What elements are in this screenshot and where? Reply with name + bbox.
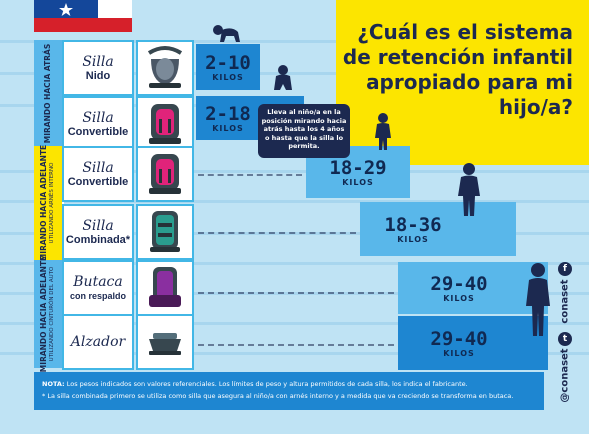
section-label-forward-harness: MIRANDO HACIA ADELANTE UTILIZANDO ARNÉS …	[34, 144, 64, 262]
seat-name-nido: Silla Nido	[62, 40, 134, 96]
seat-name-main: Convertible	[67, 125, 129, 138]
flag-red-field	[34, 18, 132, 32]
seat-name-script: Silla	[82, 53, 114, 70]
background-stripe	[0, 200, 589, 203]
seat-image-convertible-forward	[136, 146, 194, 202]
seat-name-main: con respaldo	[69, 290, 126, 301]
background-stripe	[0, 262, 589, 265]
seat-name-butaca: Butaca con respaldo	[62, 260, 134, 316]
seat-name-convertible-forward: Silla Convertible	[62, 146, 134, 202]
seat-image-combinada	[136, 204, 194, 260]
footer-note-text: Los pesos indicados son valores referenc…	[66, 380, 468, 388]
social-handles: f conaset t @conaset	[556, 258, 576, 408]
child-icon	[458, 163, 480, 216]
weight-range-value: 2-18	[205, 102, 251, 125]
footer-asterisk-text: * La silla combinada primero se utiliza …	[42, 392, 514, 400]
seat-name-main: Convertible	[67, 175, 129, 188]
seat-name-main: Combinada*	[65, 233, 131, 246]
weight-range-value: 18-36	[384, 213, 442, 236]
weight-range-value: 29-40	[430, 272, 488, 295]
seat-name-script: Butaca	[73, 273, 123, 290]
seat-name-script: Alzador	[70, 334, 126, 350]
sitting-baby-icon	[274, 65, 292, 90]
seat-name-script: Silla	[82, 109, 114, 126]
weight-range-unit: KILOS	[342, 177, 374, 187]
background-stripe	[0, 352, 589, 355]
section-label-rear-facing: MIRANDO HACIA ATRÁS	[34, 40, 64, 146]
weight-range-value: 18-29	[329, 156, 387, 179]
footer-note-label: NOTA:	[42, 380, 65, 388]
seat-name-alzador: Alzador	[62, 314, 134, 370]
dashed-guide-line	[198, 174, 302, 176]
seat-image-nido	[136, 40, 194, 96]
section-sublabel-text: UTILIZANDO CINTURÓN DEL AUTO	[49, 266, 55, 362]
dashed-guide-line	[198, 232, 356, 234]
flag-white-field	[98, 0, 132, 18]
booster-cushion-icon	[149, 333, 181, 355]
section-sublabel-text: UTILIZANDO ARNÉS INTERNO	[49, 162, 55, 244]
seat-name-script: Silla	[82, 159, 114, 176]
crawling-baby-icon	[213, 25, 240, 42]
footer-notes: NOTA: Los pesos indicados son valores re…	[34, 372, 544, 410]
weight-range-unit: KILOS	[397, 234, 429, 244]
twitter-handle[interactable]: @conaset	[559, 348, 571, 403]
facebook-icon[interactable]: f	[558, 262, 572, 276]
section-label-text: MIRANDO HACIA ADELANTE	[39, 144, 48, 262]
footer-note-line: NOTA: Los pesos indicados son valores re…	[42, 378, 536, 390]
toddler-icon	[375, 113, 391, 150]
weight-range-unit: KILOS	[212, 123, 244, 133]
weight-range-value: 2-10	[205, 51, 251, 74]
rear-facing-note: Lleva al niño/a en la posición mirando h…	[258, 104, 350, 158]
facebook-handle[interactable]: conaset	[559, 279, 571, 324]
seat-image-alzador	[136, 314, 194, 370]
seat-image-convertible-rear	[136, 96, 194, 152]
seat-name-main: Nido	[85, 69, 111, 82]
section-label-text: MIRANDO HACIA ADELANTE	[39, 255, 48, 373]
convertible-seat-icon	[149, 104, 181, 144]
infant-carrier-icon	[147, 46, 183, 88]
seat-name-combinada: Silla Combinada*	[62, 204, 134, 260]
background-stripe	[0, 170, 589, 173]
background-stripe	[0, 72, 589, 75]
weight-range-unit: KILOS	[212, 72, 244, 82]
weight-range-combinada: 18-36 KILOS	[360, 202, 516, 256]
twitter-icon[interactable]: t	[558, 332, 572, 346]
weight-range-unit: KILOS	[443, 293, 475, 303]
section-label-text: MIRANDO HACIA ATRÁS	[43, 43, 53, 143]
weight-range-nido: 2-10 KILOS	[196, 44, 260, 90]
section-label-forward-belt: MIRANDO HACIA ADELANTE UTILIZANDO CINTUR…	[34, 256, 64, 372]
seat-name-convertible-rear: Silla Convertible	[62, 96, 134, 152]
dashed-guide-line	[198, 292, 394, 294]
seat-name-script: Silla	[82, 217, 114, 234]
booster-backrest-icon	[149, 267, 181, 307]
weight-range-alzador: 29-40 KILOS	[398, 316, 548, 370]
older-child-icon	[526, 263, 550, 336]
background-stripe	[0, 322, 589, 325]
seat-image-butaca	[136, 260, 194, 316]
weight-range-butaca: 29-40 KILOS	[398, 262, 548, 314]
question-title: ¿Cuál es el sistema de retención infanti…	[342, 20, 573, 119]
weight-range-unit: KILOS	[443, 348, 475, 358]
weight-range-value: 29-40	[430, 327, 488, 350]
combination-seat-icon	[150, 211, 180, 252]
convertible-seat-icon	[149, 154, 181, 194]
flag-blue-field	[34, 0, 98, 18]
dashed-guide-line	[198, 344, 394, 346]
background-stripe	[0, 40, 589, 43]
